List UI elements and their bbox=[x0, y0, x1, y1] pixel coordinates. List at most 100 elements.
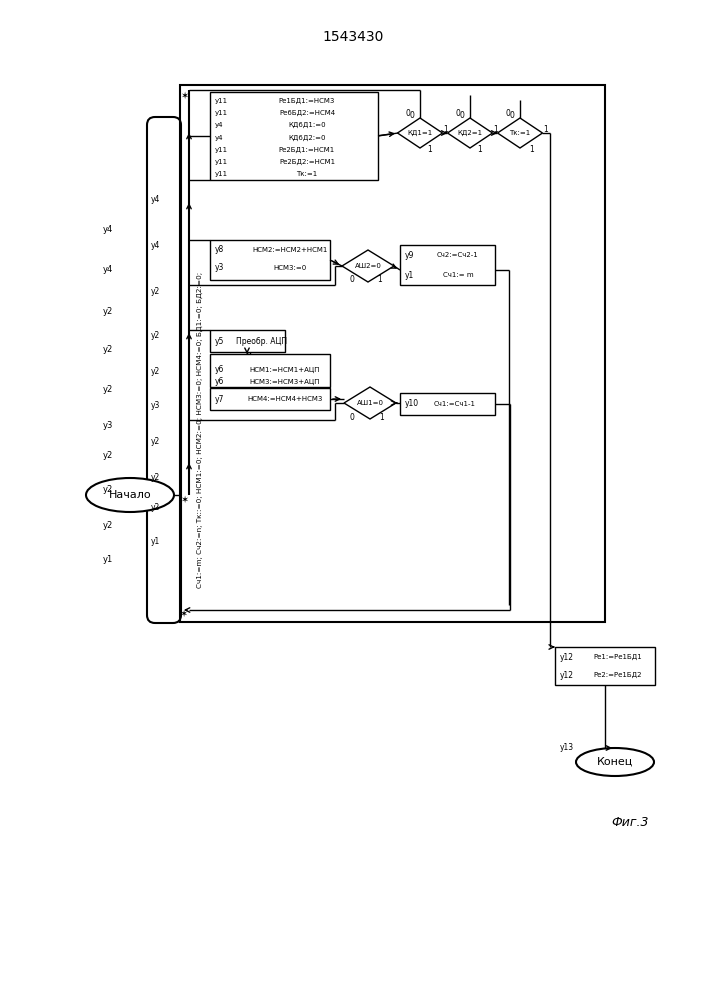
Text: Ре2БД2:=НСМ1: Ре2БД2:=НСМ1 bbox=[279, 159, 335, 165]
Text: КД1=1: КД1=1 bbox=[407, 130, 433, 136]
Text: 1: 1 bbox=[428, 144, 433, 153]
Text: у7: у7 bbox=[215, 394, 224, 403]
Text: НСМ3:=НСМ3+АЦП: НСМ3:=НСМ3+АЦП bbox=[250, 379, 320, 385]
Text: у2: у2 bbox=[151, 330, 160, 340]
Text: у11: у11 bbox=[215, 147, 228, 153]
Polygon shape bbox=[344, 387, 396, 419]
Text: 0: 0 bbox=[455, 109, 460, 118]
Text: у2: у2 bbox=[151, 288, 160, 296]
Bar bbox=[210, 240, 330, 280]
Text: 1: 1 bbox=[378, 275, 382, 284]
Polygon shape bbox=[448, 118, 493, 148]
Text: у9: у9 bbox=[405, 250, 414, 259]
Text: у4: у4 bbox=[103, 226, 113, 234]
Text: 0: 0 bbox=[349, 414, 354, 422]
Bar bbox=[555, 647, 655, 685]
Text: 0: 0 bbox=[510, 111, 515, 120]
Text: Сч1:= m: Сч1:= m bbox=[443, 272, 473, 278]
Text: Фиг.3: Фиг.3 bbox=[612, 816, 649, 828]
Text: КД6Д2:=0: КД6Д2:=0 bbox=[288, 135, 326, 141]
Text: у4: у4 bbox=[151, 240, 160, 249]
Text: 0: 0 bbox=[406, 109, 411, 118]
Text: АШ2=0: АШ2=0 bbox=[355, 263, 382, 269]
Text: Преобр. АЦП: Преобр. АЦП bbox=[236, 336, 288, 346]
Text: у4: у4 bbox=[215, 122, 223, 128]
Text: у12: у12 bbox=[560, 670, 574, 680]
Text: Ре6БД2:=НСМ4: Ре6БД2:=НСМ4 bbox=[279, 110, 335, 116]
Text: у2: у2 bbox=[151, 473, 160, 482]
Text: у3: у3 bbox=[215, 263, 224, 272]
Text: 1: 1 bbox=[380, 412, 385, 422]
Text: 0: 0 bbox=[349, 275, 354, 284]
Text: у8: у8 bbox=[215, 245, 224, 254]
Text: 1: 1 bbox=[530, 144, 534, 153]
Text: у2: у2 bbox=[103, 346, 113, 355]
Text: у6: у6 bbox=[215, 365, 224, 374]
Polygon shape bbox=[498, 118, 542, 148]
Bar bbox=[210, 354, 330, 387]
Text: у1: у1 bbox=[103, 556, 113, 564]
Text: у12: у12 bbox=[560, 652, 574, 662]
Text: Сч1:=Сч1-1: Сч1:=Сч1-1 bbox=[434, 401, 476, 407]
Text: НСМ2:=НСМ2+НСМ1: НСМ2:=НСМ2+НСМ1 bbox=[252, 247, 327, 253]
Text: у11: у11 bbox=[215, 159, 228, 165]
Text: у2: у2 bbox=[103, 486, 113, 494]
Text: у2: у2 bbox=[103, 520, 113, 530]
Text: КД6Д1:=0: КД6Д1:=0 bbox=[288, 122, 326, 128]
Text: 1: 1 bbox=[543, 125, 548, 134]
Text: 0: 0 bbox=[409, 111, 414, 120]
Text: у6: у6 bbox=[215, 377, 224, 386]
Text: у2: у2 bbox=[103, 450, 113, 460]
Text: у1: у1 bbox=[405, 270, 414, 279]
Text: у13: у13 bbox=[560, 742, 574, 752]
Text: у5: у5 bbox=[215, 336, 224, 346]
Text: 1: 1 bbox=[493, 125, 498, 134]
Text: у3: у3 bbox=[103, 420, 113, 430]
Text: у2: у2 bbox=[151, 438, 160, 446]
Text: ✶: ✶ bbox=[180, 495, 188, 505]
Text: у2: у2 bbox=[103, 385, 113, 394]
Text: Тк:=1: Тк:=1 bbox=[296, 171, 317, 177]
Polygon shape bbox=[342, 250, 394, 282]
Text: 1543430: 1543430 bbox=[322, 30, 384, 44]
Bar bbox=[210, 388, 330, 410]
Text: Ре2:=Ре1БД2: Ре2:=Ре1БД2 bbox=[594, 672, 642, 678]
Ellipse shape bbox=[86, 478, 174, 512]
Text: у3: у3 bbox=[151, 400, 160, 410]
Bar bbox=[400, 245, 495, 285]
Text: Ре1БД1:=НСМ3: Ре1БД1:=НСМ3 bbox=[279, 98, 335, 104]
Text: Ре1:=Ре1БД1: Ре1:=Ре1БД1 bbox=[594, 654, 643, 660]
Text: ✶: ✶ bbox=[180, 91, 188, 101]
Text: АШ1=0: АШ1=0 bbox=[356, 400, 383, 406]
Text: Сч1:=m; Сч2:=n; Тк::=0; НСМ1:=0; НСМ2:=0; НСМ3:=0; НСМ4:=0; БД1:=0; БД2:=0;: Сч1:=m; Сч2:=n; Тк::=0; НСМ1:=0; НСМ2:=0… bbox=[197, 272, 203, 588]
Text: у2: у2 bbox=[103, 308, 113, 316]
Polygon shape bbox=[397, 118, 443, 148]
Bar bbox=[210, 330, 285, 352]
Text: Начало: Начало bbox=[109, 490, 151, 500]
Text: у11: у11 bbox=[215, 98, 228, 104]
Text: Ре2БД1:=НСМ1: Ре2БД1:=НСМ1 bbox=[279, 147, 335, 153]
Text: ✶: ✶ bbox=[179, 609, 187, 619]
Bar bbox=[210, 92, 378, 180]
Text: у10: у10 bbox=[405, 399, 419, 408]
Text: у4: у4 bbox=[151, 196, 160, 205]
Text: НСМ3:=0: НСМ3:=0 bbox=[274, 265, 307, 271]
Bar bbox=[400, 393, 495, 415]
Ellipse shape bbox=[576, 748, 654, 776]
Text: 1: 1 bbox=[443, 125, 448, 134]
FancyBboxPatch shape bbox=[147, 117, 181, 623]
Text: КД2=1: КД2=1 bbox=[457, 130, 483, 136]
Text: Сч2:=Сч2-1: Сч2:=Сч2-1 bbox=[437, 252, 479, 258]
Text: у4: у4 bbox=[215, 135, 223, 141]
Text: Тк:=1: Тк:=1 bbox=[509, 130, 531, 136]
Text: 0: 0 bbox=[460, 111, 464, 120]
Text: у4: у4 bbox=[103, 265, 113, 274]
Text: Конец: Конец bbox=[597, 757, 633, 767]
Bar bbox=[180, 85, 605, 622]
Text: у1: у1 bbox=[151, 538, 160, 546]
Text: 1: 1 bbox=[478, 144, 482, 153]
Text: у2: у2 bbox=[151, 367, 160, 376]
Text: 0: 0 bbox=[506, 109, 510, 118]
Text: НСМ1:=НСМ1+АЦП: НСМ1:=НСМ1+АЦП bbox=[250, 367, 320, 373]
Text: НСМ4:=НСМ4+НСМ3: НСМ4:=НСМ4+НСМ3 bbox=[247, 396, 322, 402]
